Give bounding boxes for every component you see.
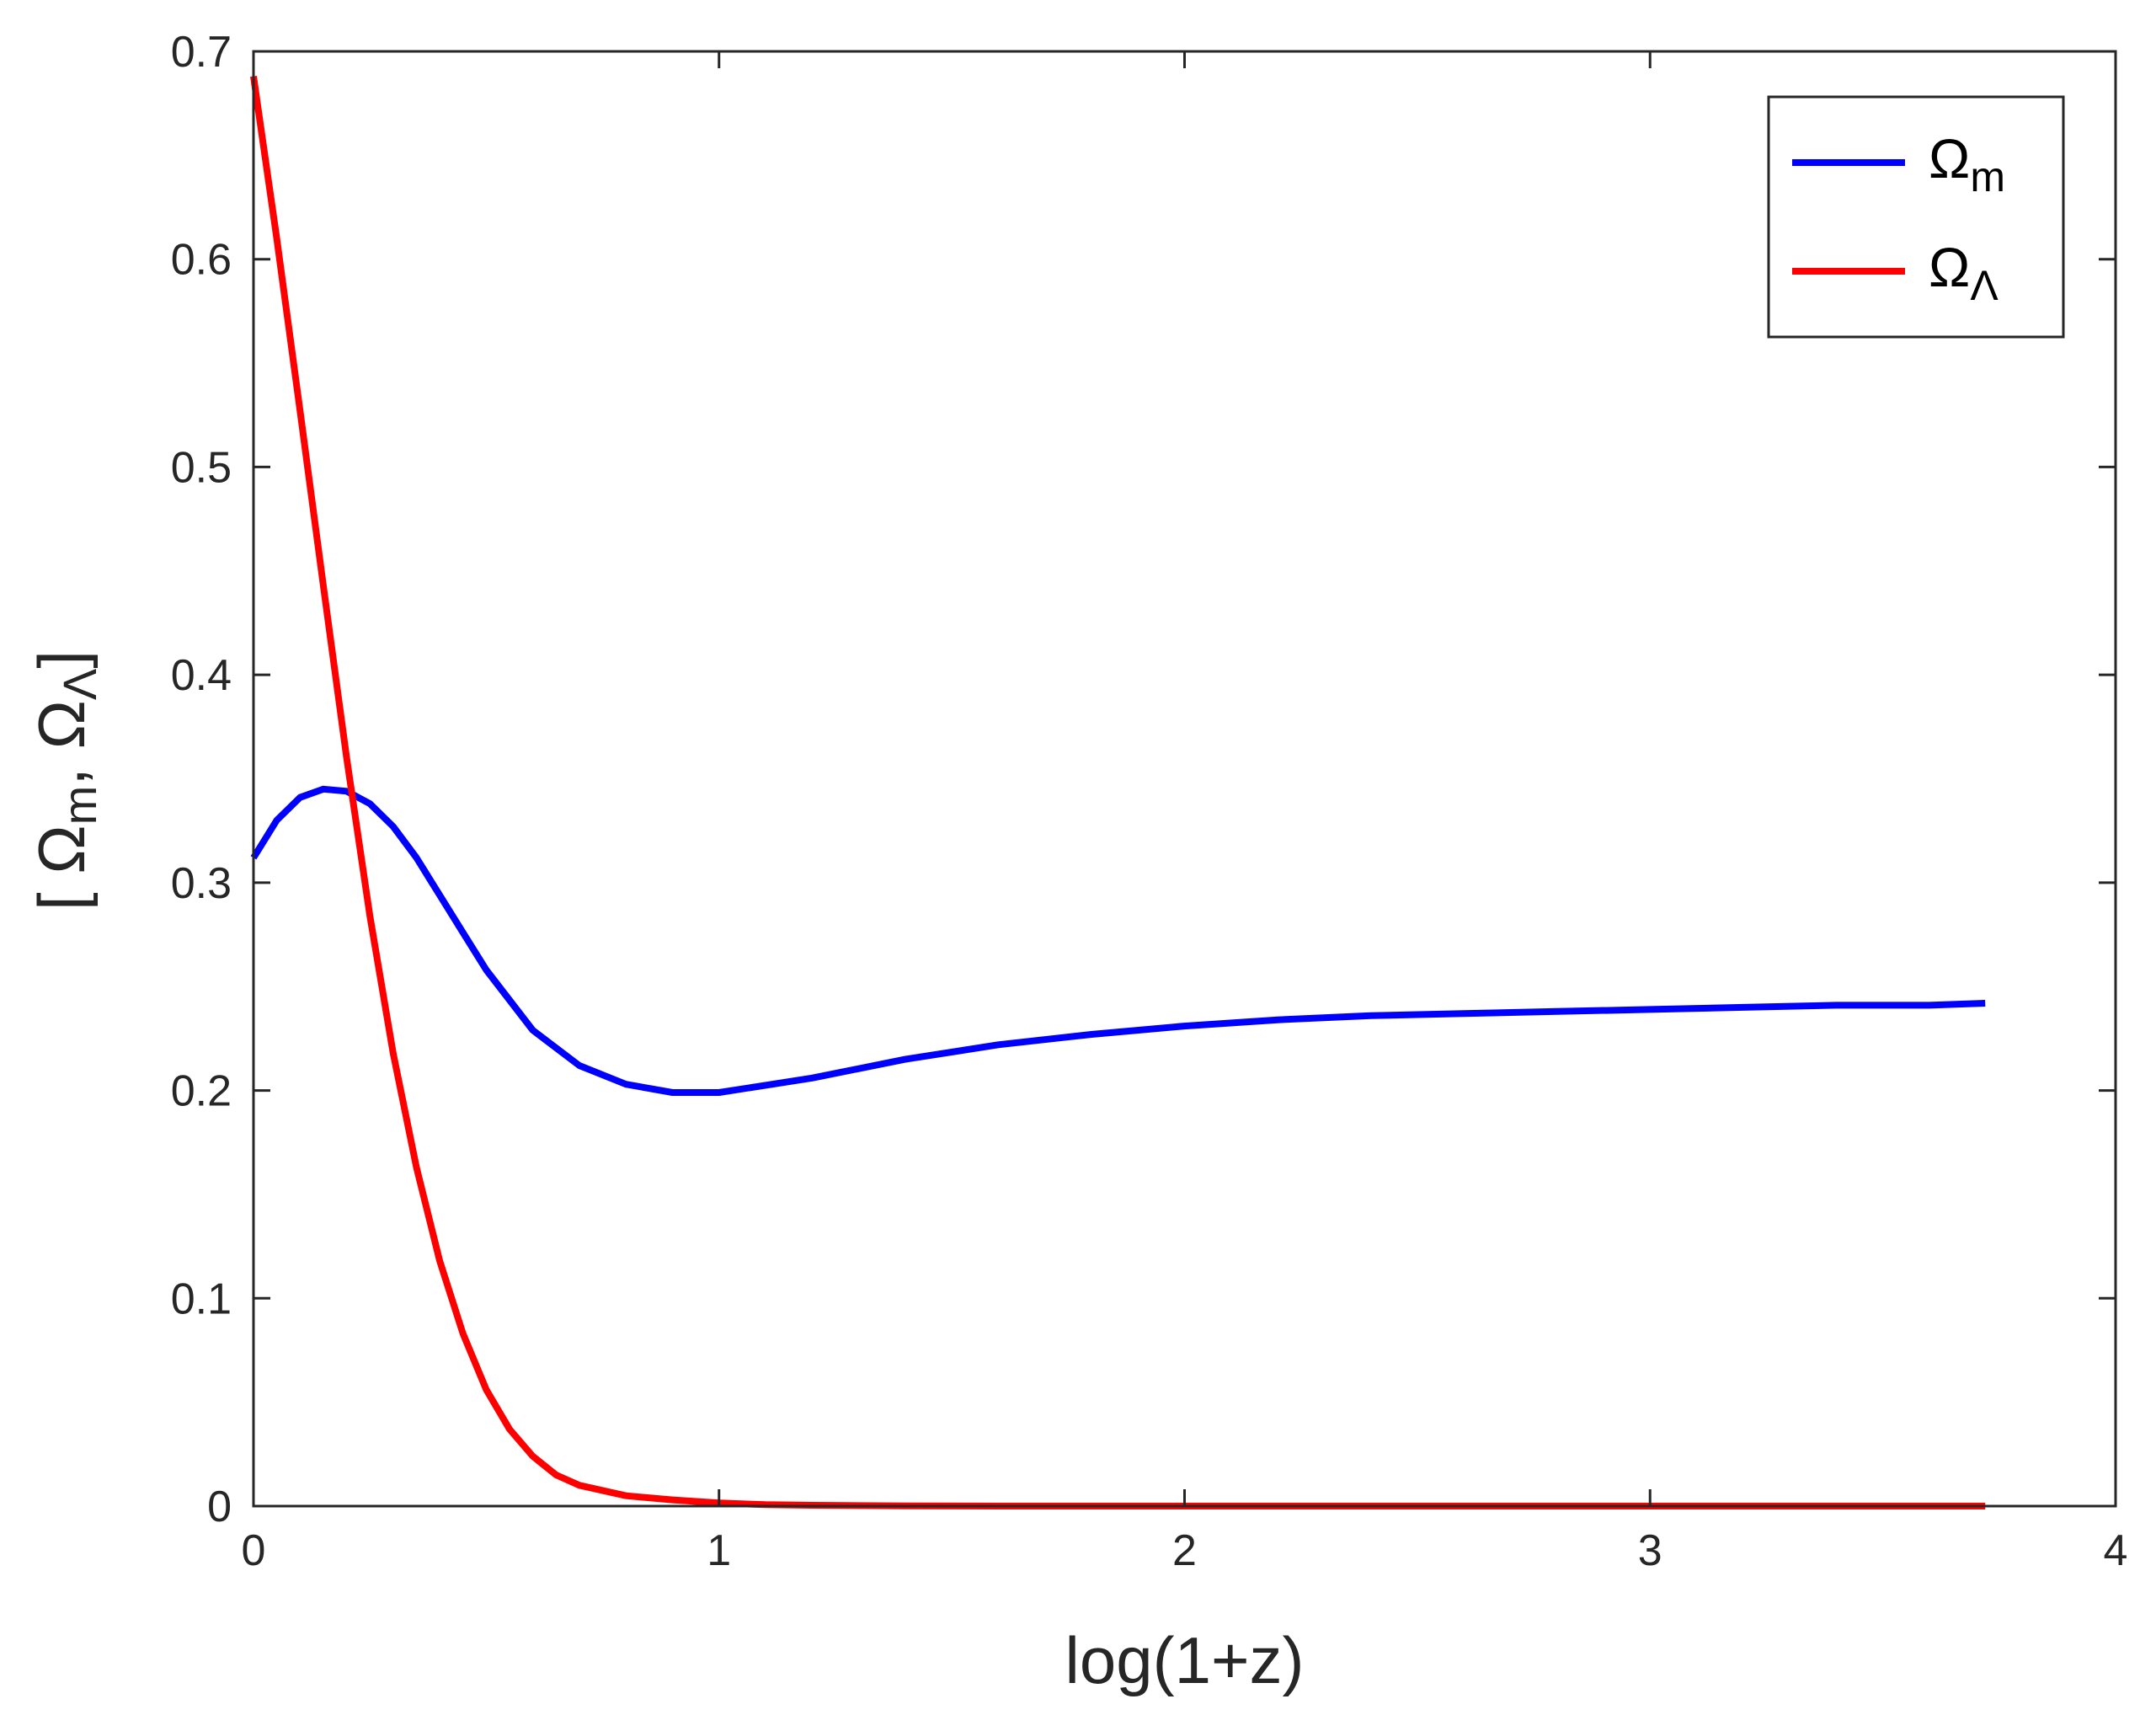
y-tick-label: 0.2 xyxy=(171,1067,232,1116)
y-axis-title-sub-m: m xyxy=(53,786,106,825)
x-tick-label: 0 xyxy=(242,1526,266,1575)
y-tick-label: 0.6 xyxy=(171,236,232,285)
y-tick-label: 0.5 xyxy=(171,443,232,492)
y-axis-title-sep: , xyxy=(24,749,99,785)
tick-labels: 0 1 2 3 4 0 0.1 0.2 0.3 0.4 0.5 0.6 0.7 xyxy=(171,28,2128,1575)
y-axis-title-omega-2: Ω xyxy=(24,700,99,749)
y-axis-title: [ Ωm, ΩΛ] xyxy=(24,650,106,911)
legend-label-omega-m: Ωm xyxy=(1929,127,2005,200)
y-tick-label: 0.3 xyxy=(171,859,232,908)
legend-label-omega-lambda: ΩΛ xyxy=(1929,236,1999,309)
y-tick-label: 0.4 xyxy=(171,651,232,700)
legend: Ωm ΩΛ xyxy=(1767,95,2065,339)
x-tick-label: 2 xyxy=(1172,1526,1197,1575)
y-tick-label: 0 xyxy=(207,1483,232,1531)
x-tick-label: 3 xyxy=(1638,1526,1662,1575)
x-tick-label: 4 xyxy=(2104,1526,2128,1575)
y-axis-title-open: [ xyxy=(24,874,99,911)
x-tick-label: 1 xyxy=(707,1526,731,1575)
legend-box xyxy=(1767,95,2065,339)
y-axis-title-close: ] xyxy=(24,650,99,669)
y-tick-label: 0.7 xyxy=(171,28,232,77)
y-tick-label: 0.1 xyxy=(171,1274,232,1323)
y-axis-title-sub-lambda: Λ xyxy=(53,668,106,700)
y-axis-title-omega-1: Ω xyxy=(24,825,99,874)
x-axis-title: log(1+z) xyxy=(1065,1623,1305,1697)
axes-box xyxy=(252,50,2117,1508)
series-line-omega-m xyxy=(250,785,1986,1096)
